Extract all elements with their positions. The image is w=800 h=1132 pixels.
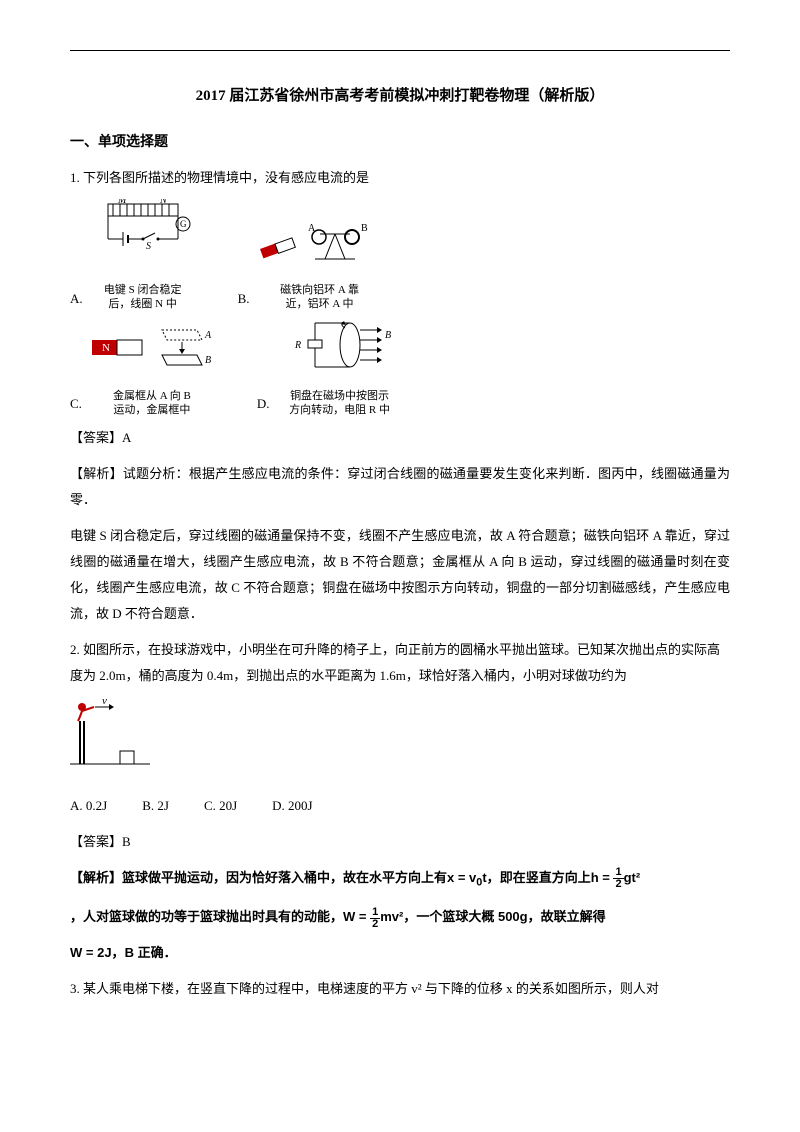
svg-text:N: N xyxy=(102,342,110,354)
q2-text: 2. 如图所示，在投球游戏中，小明坐在可升降的椅子上，向正前方的圆桶水平抛出篮球… xyxy=(70,637,730,689)
magnet-ring-icon: A B xyxy=(255,219,385,274)
q2-opt-c: C. 20J xyxy=(204,793,237,819)
caption-b: 磁铁向铝环 A 靠 近，铝环 A 中 xyxy=(255,283,385,312)
q2-answer: 【答案】B xyxy=(70,829,730,855)
throw-diagram: v xyxy=(70,699,730,783)
q2-options: A. 0.2J B. 2J C. 20J D. 200J xyxy=(70,793,730,819)
caption-a: 电键 S 闭合稳定 后，线圈 N 中 xyxy=(88,283,198,312)
q1-options-row2: C. N A B 金属框从 A xyxy=(70,320,730,418)
q2-opt-d: D. 200J xyxy=(272,793,312,819)
svg-text:v: v xyxy=(102,699,107,707)
formula-2: h = 12gt² xyxy=(591,870,641,885)
formula-4: W = 2J xyxy=(70,945,112,960)
top-border xyxy=(70,50,730,51)
diagram-a: M N S xyxy=(88,199,198,312)
svg-text:G: G xyxy=(180,219,187,229)
formula-3: W = 12mv² xyxy=(343,909,403,924)
svg-text:B: B xyxy=(205,355,211,366)
option-label: D. xyxy=(257,391,270,417)
option-label: A. xyxy=(70,286,83,312)
q1-options-row1: A. M N xyxy=(70,199,730,312)
q3-text: 3. 某人乘电梯下楼，在竖直下降的过程中，电梯速度的平方 v² 与下降的位移 x… xyxy=(70,976,730,1002)
section-header: 一、单项选择题 xyxy=(70,129,730,157)
diagram-b: A B 磁铁向铝环 A 靠 近，铝环 A 中 xyxy=(255,219,385,312)
svg-text:R: R xyxy=(294,340,301,351)
svg-text:N: N xyxy=(159,199,168,206)
diagram-c: N A B 金属框从 A 向 B 运动，金属框中 xyxy=(87,325,217,418)
caption-c: 金属框从 A 向 B 运动，金属框中 xyxy=(87,389,217,418)
q1-option-c: C. N A B 金属框从 A xyxy=(70,325,217,418)
formula-1: x = v0t xyxy=(447,870,487,885)
svg-text:S: S xyxy=(146,241,151,252)
q1-answer: 【答案】A xyxy=(70,425,730,451)
q2-explain-end: W = 2J，B 正确． xyxy=(70,940,730,966)
q1-option-b: B. A B xyxy=(238,219,385,312)
caption-d: 铜盘在磁场中按图示 方向转动，电阻 R 中 xyxy=(275,389,405,418)
q1-text: 1. 下列各图所描述的物理情境中，没有感应电流的是 xyxy=(70,165,730,191)
svg-text:B: B xyxy=(361,223,368,234)
q1-explain2: 电键 S 闭合稳定后，穿过线圈的磁通量保持不变，线圈不产生感应电流，故 A 符合… xyxy=(70,523,730,627)
frame-move-icon: N A B xyxy=(87,325,217,380)
q2-explain-cont: ，人对篮球做的功等于篮球抛出时具有的动能，W = 12mv²，一个篮球大概 50… xyxy=(70,904,730,930)
question-2: 2. 如图所示，在投球游戏中，小明坐在可升降的椅子上，向正前方的圆桶水平抛出篮球… xyxy=(70,637,730,966)
svg-text:A: A xyxy=(204,330,212,341)
svg-text:B: B xyxy=(385,330,391,341)
q1-option-d: D. B xyxy=(257,320,405,418)
q1-option-a: A. M N xyxy=(70,199,198,312)
diagram-d: B R 铜盘在磁场中按图示 方向转动，电阻 R 中 xyxy=(275,320,405,418)
q2-opt-a: A. 0.2J xyxy=(70,793,107,819)
page-title: 2017 届江苏省徐州市高考考前模拟冲刺打靶卷物理（解析版） xyxy=(70,81,730,111)
option-label: C. xyxy=(70,391,82,417)
q1-explain1: 【解析】试题分析：根据产生感应电流的条件：穿过闭合线圈的磁通量要发生变化来判断．… xyxy=(70,461,730,513)
question-1: 1. 下列各图所描述的物理情境中，没有感应电流的是 A. M xyxy=(70,165,730,627)
svg-text:A: A xyxy=(308,223,316,234)
svg-text:M: M xyxy=(117,199,127,206)
question-3: 3. 某人乘电梯下楼，在竖直下降的过程中，电梯速度的平方 v² 与下降的位移 x… xyxy=(70,976,730,1002)
transformer-icon: M N S xyxy=(88,199,198,274)
disk-field-icon: B R xyxy=(275,320,405,380)
option-label: B. xyxy=(238,286,250,312)
q2-explain: 【解析】篮球做平抛运动，因为恰好落入桶中，故在水平方向上有x = v0t，即在竖… xyxy=(70,865,730,894)
throw-icon: v xyxy=(70,699,160,774)
q2-opt-b: B. 2J xyxy=(142,793,169,819)
